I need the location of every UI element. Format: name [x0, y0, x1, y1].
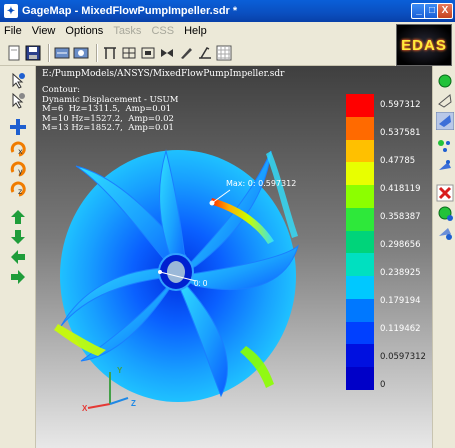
menu-help[interactable]: Help: [184, 25, 207, 37]
left-toolbar: x y z: [0, 66, 36, 448]
legend-color-cell: [346, 230, 374, 254]
legend-label: 0.418119: [380, 184, 421, 194]
max-leader-line: [211, 189, 231, 204]
app-icon: ✦: [4, 4, 18, 18]
axis-y-label: Y: [117, 366, 123, 375]
legend-label: 0.298656: [380, 240, 421, 250]
contour-info-line: M=6 Hz=1311.5, Amp=0.01: [42, 104, 172, 114]
hub-bore: [167, 261, 185, 283]
node-dots-icon[interactable]: [436, 138, 454, 156]
svg-text:z: z: [18, 187, 22, 196]
new-icon[interactable]: [6, 45, 22, 61]
max-marker: [209, 200, 215, 206]
svg-text:x: x: [18, 147, 23, 156]
toolbar-separator: [48, 43, 50, 62]
contour-info-line: M=13 Hz=1852.7, Amp=0.01: [42, 123, 174, 133]
legend-label: 0.358387: [380, 212, 421, 222]
legend-label: 0.179194: [380, 296, 421, 306]
hub-value-label: 0: 0: [194, 279, 208, 288]
legend-label: 0.47785: [380, 156, 416, 166]
legend-color-cell: [346, 276, 374, 300]
z-axis-line: [109, 397, 129, 405]
legend-label: 0: [380, 380, 386, 390]
face-shape-icon[interactable]: [436, 112, 454, 130]
blue-node-icon[interactable]: [436, 224, 454, 242]
rotate-y-icon[interactable]: y: [9, 160, 27, 178]
legend-label: 0.597312: [380, 100, 421, 110]
rotate-z-icon[interactable]: z: [9, 180, 27, 198]
save-icon[interactable]: [25, 45, 41, 61]
bowtie-icon[interactable]: [159, 45, 175, 61]
move-right-icon[interactable]: [9, 268, 27, 286]
menu-view[interactable]: View: [31, 25, 56, 37]
menu-tasks[interactable]: Tasks: [113, 25, 142, 37]
logo-text: EDAS: [401, 36, 447, 54]
hub-leader-line: [159, 271, 197, 282]
move-left-icon[interactable]: [9, 248, 27, 266]
file-path: E:/PumpModels/ANSYS/MixedFlowPumpImpelle…: [42, 69, 285, 79]
view-icon[interactable]: [54, 45, 70, 61]
legend-label: 0.238925: [380, 268, 421, 278]
hub-marker: [158, 270, 162, 274]
impeller-model[interactable]: [36, 106, 336, 416]
legend-color-cell: [346, 185, 374, 209]
mesh2-icon[interactable]: [121, 45, 137, 61]
axis-z-label: Z: [131, 399, 136, 408]
title-bar: ✦ GageMap - MixedFlowPumpImpeller.sdr * …: [0, 0, 455, 22]
legend-label: 0.119462: [380, 324, 421, 334]
view2-icon[interactable]: [73, 45, 89, 61]
axis-x-label: X: [82, 404, 88, 413]
green-dot-icon[interactable]: [436, 72, 454, 90]
edas-logo: EDAS: [396, 24, 452, 66]
contour-info-line: Dynamic Displacement - USUM: [42, 94, 179, 105]
node-shape-icon[interactable]: [436, 158, 454, 176]
legend-color-cell: [346, 116, 374, 141]
legend-color-cell: [346, 253, 374, 277]
right-toolbar: [432, 66, 455, 448]
frame-icon[interactable]: [140, 45, 156, 61]
axis-triad: [87, 372, 129, 409]
select-icon[interactable]: [9, 92, 27, 110]
contour-info-line: Contour:: [42, 85, 81, 95]
pen-icon[interactable]: [178, 45, 194, 61]
grid-icon[interactable]: [216, 45, 232, 61]
legend-color-cell: [346, 367, 374, 391]
green-node-icon[interactable]: [436, 204, 454, 222]
menu-options[interactable]: Options: [65, 25, 104, 37]
legend-color-cell: [346, 207, 374, 232]
legend-color-cell: [346, 162, 374, 186]
move-down-icon[interactable]: [9, 228, 27, 246]
legend-color-cell: [346, 344, 374, 368]
move-up-icon[interactable]: [9, 208, 27, 226]
color-legend: 0.597312 0.537581 0.47785 0.418119 0.358387 0…: [346, 94, 426, 391]
window-title: GageMap - MixedFlowPumpImpeller.sdr *: [22, 5, 238, 17]
legend-color-cell: [346, 94, 374, 118]
select-node-icon[interactable]: [9, 72, 27, 90]
toolbar-separator: [96, 43, 98, 62]
rotate-x-icon[interactable]: x: [9, 140, 27, 158]
max-value-label: Max: 0: 0.597312: [226, 179, 297, 188]
svg-text:y: y: [18, 167, 23, 176]
legend-color-cell: [346, 321, 374, 345]
legend-label: 0.0597312: [380, 352, 426, 362]
mesh-icon[interactable]: [102, 45, 118, 61]
legend-color-cell: [346, 298, 374, 323]
contour-info-line: M=10 Hz=1527.2, Amp=0.02: [42, 113, 174, 124]
main-toolbar: [0, 40, 395, 66]
contour-info: Contour: Dynamic Displacement - USUM M=6 H…: [42, 85, 179, 134]
close-button[interactable]: X: [437, 3, 453, 19]
delete-icon[interactable]: [436, 184, 454, 202]
menu-file[interactable]: File: [4, 25, 22, 37]
translate-icon[interactable]: [9, 118, 27, 136]
legend-label: 0.537581: [380, 128, 421, 138]
outline-shape-icon[interactable]: [436, 92, 454, 110]
menu-bar: File View Options Tasks CSS Help: [0, 22, 395, 40]
stress-hotspots: [54, 151, 298, 388]
menu-css[interactable]: CSS: [151, 25, 175, 37]
model-viewport[interactable]: E:/PumpModels/ANSYS/MixedFlowPumpImpelle…: [36, 66, 432, 448]
impeller-blades: [60, 149, 299, 398]
clear-icon[interactable]: [197, 45, 213, 61]
x-axis-line: [87, 403, 111, 409]
legend-color-cell: [346, 139, 374, 163]
